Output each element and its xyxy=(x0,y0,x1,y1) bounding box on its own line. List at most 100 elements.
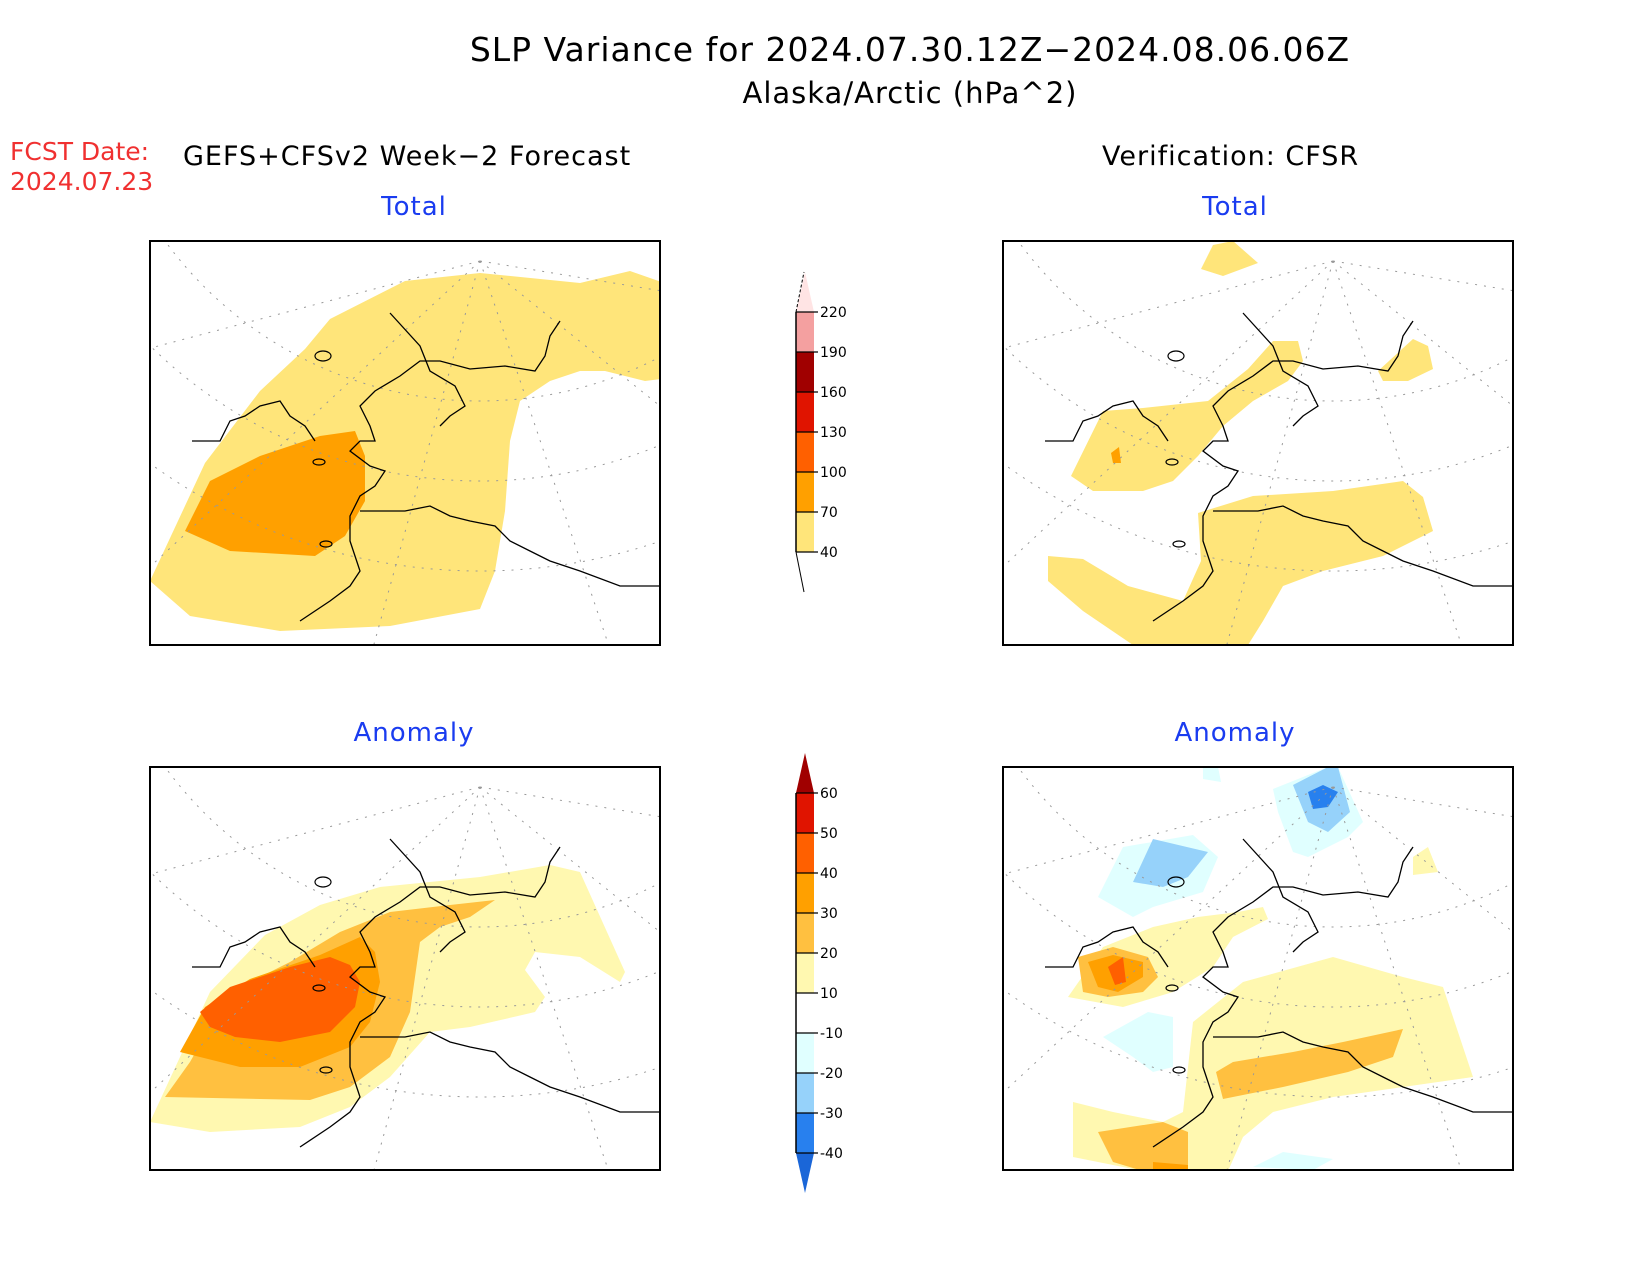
longitude-gridline xyxy=(1332,786,1513,818)
longitude-gridline xyxy=(1003,786,1334,1094)
island-outline xyxy=(1167,876,1185,888)
colorbar-tick-label: 30 xyxy=(820,906,838,922)
contour-40-70 xyxy=(1201,241,1258,276)
contour-30-40 xyxy=(1153,1162,1188,1170)
longitude-gridline xyxy=(150,786,481,1094)
map-frame-br xyxy=(1002,766,1514,1171)
chart-subtitle: Alaska/Arctic (hPa^2) xyxy=(742,76,1078,110)
map-frame-tr xyxy=(1002,240,1514,646)
map-panel-br xyxy=(1003,767,1513,1170)
colorbar-cell xyxy=(796,873,814,913)
contour-40-70 xyxy=(150,271,660,631)
island-outline xyxy=(1167,350,1185,362)
forecast-column-heading: GEFS+CFSv2 Week−2 Forecast xyxy=(183,141,632,172)
island-outline xyxy=(1165,984,1179,992)
colorbar-tick-label: 70 xyxy=(820,505,838,521)
coastline xyxy=(192,400,316,442)
colorbar-extend-high xyxy=(796,753,814,793)
colorbar-tick-label: 50 xyxy=(820,826,838,842)
longitude-gridline xyxy=(373,786,481,1170)
colorbar-tick-label: 100 xyxy=(820,465,847,481)
contour-40-70 xyxy=(1378,339,1433,381)
latitude-gridline xyxy=(1003,870,1513,1008)
colorbar-tick-label: 60 xyxy=(820,786,838,802)
contour-neg10-neg20 xyxy=(1203,767,1221,782)
latitude-gridline xyxy=(164,241,660,402)
colorbar-tick-label: 220 xyxy=(820,305,847,321)
latitude-gridline xyxy=(1017,241,1513,402)
forecast-date-value: 2024.07.23 xyxy=(10,167,154,196)
colorbar-cell xyxy=(796,352,814,392)
contour-20-30 xyxy=(1098,1122,1188,1170)
coastline xyxy=(360,505,660,587)
colorbar-tick-label: -30 xyxy=(820,1106,843,1122)
colorbar-tick-label: 20 xyxy=(820,946,838,962)
latitude-gridline xyxy=(150,870,660,1008)
forecast-date: FCST Date: 2024.07.23 xyxy=(10,137,153,197)
coastline xyxy=(299,320,561,622)
colorbar-tick-label: 160 xyxy=(820,385,847,401)
colorbar-tick-label: -40 xyxy=(820,1146,843,1162)
island-outline xyxy=(314,876,332,888)
island-outline xyxy=(1172,540,1186,548)
coastline xyxy=(360,1031,660,1113)
coastline xyxy=(1213,505,1513,587)
map-panel-tr xyxy=(1003,241,1513,645)
coastline xyxy=(389,312,466,427)
coastline xyxy=(1045,926,1169,968)
map-frame-bl xyxy=(149,766,661,1171)
colorbar-extend-low xyxy=(796,1153,814,1193)
colorbar-tick-label: -10 xyxy=(820,1026,843,1042)
island-outline xyxy=(319,1066,333,1074)
colorbar-extend-outline xyxy=(795,271,805,313)
contour-40-70 xyxy=(1071,341,1303,491)
colorbar-cell xyxy=(796,472,814,512)
longitude-gridline xyxy=(1226,786,1334,1170)
coastline xyxy=(299,846,561,1148)
latitude-gridline xyxy=(164,767,660,928)
contour-40-50 xyxy=(200,957,360,1042)
coastline xyxy=(1045,400,1169,442)
longitude-gridline xyxy=(150,260,481,568)
island-outline xyxy=(314,350,332,362)
contour-neg10-neg20 xyxy=(1253,1152,1333,1170)
longitude-gridline xyxy=(1003,260,1334,568)
contour-70-100 xyxy=(1111,447,1121,463)
forecast-date-label: FCST Date: xyxy=(10,137,150,166)
longitude-gridline xyxy=(1332,260,1463,645)
island-outline xyxy=(312,984,326,992)
latitude-gridline xyxy=(1003,344,1513,482)
colorbar-tick-label: 190 xyxy=(820,345,847,361)
coastline xyxy=(1242,838,1319,953)
colorbar-extend-low xyxy=(795,551,805,593)
colorbar-cell xyxy=(796,1073,814,1113)
island-outline xyxy=(319,540,333,548)
latitude-gridline xyxy=(150,344,660,482)
contour-neg20-neg30 xyxy=(1133,839,1208,887)
colorbar-cell xyxy=(796,953,814,993)
longitude-gridline xyxy=(1332,260,1513,292)
coastline xyxy=(1152,846,1414,1148)
colorbar-cell xyxy=(796,793,814,833)
island-outline xyxy=(1172,1066,1186,1074)
colorbar-tick-label: -20 xyxy=(820,1066,843,1082)
coastline xyxy=(1152,320,1414,622)
panel-title-verification-anomaly: Anomaly xyxy=(1174,718,1296,748)
colorbar-cell xyxy=(796,312,814,352)
chart-title: SLP Variance for 2024.07.30.12Z−2024.08.… xyxy=(469,30,1351,69)
coastline xyxy=(1213,1031,1513,1113)
panel-title-forecast-total: Total xyxy=(381,192,447,222)
colorbar-tick-label: 40 xyxy=(820,545,838,561)
colorbar-tick-label: 10 xyxy=(820,986,838,1002)
coastline xyxy=(1242,312,1319,427)
panel-title-forecast-anomaly: Anomaly xyxy=(353,718,475,748)
colorbar-cell xyxy=(796,432,814,472)
latitude-gridline xyxy=(1003,462,1513,572)
longitude-gridline xyxy=(1226,260,1334,645)
island-outline xyxy=(312,458,326,466)
contour-neg10-neg20 xyxy=(1103,1012,1173,1072)
panel-title-verification-total: Total xyxy=(1202,192,1268,222)
colorbar-tick-label: 40 xyxy=(820,866,838,882)
colorbar-total: 40 70 100 130 160 190 220 xyxy=(795,271,847,593)
